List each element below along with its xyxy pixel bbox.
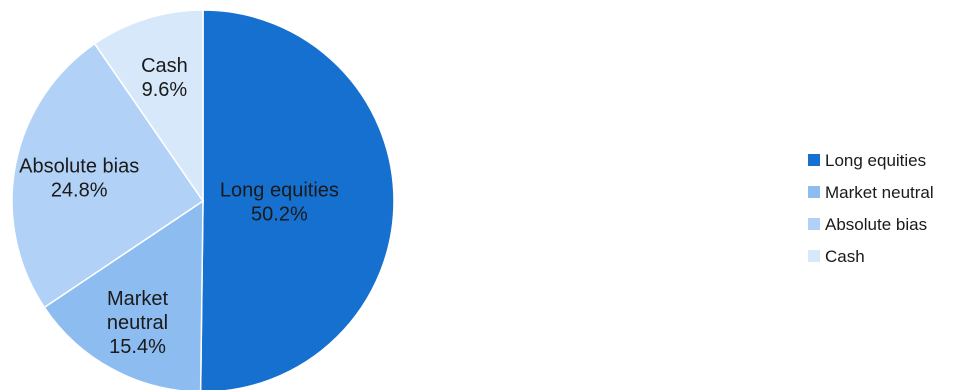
slice-label-long-equities: Long equities 50.2% [220, 179, 339, 225]
legend-label-market-neutral: Market neutral [825, 183, 934, 202]
slice-label-absolute-bias: Absolute bias 24.8% [19, 155, 139, 201]
legend-label-absolute-bias: Absolute bias [825, 215, 927, 234]
slice-label-cash: Cash 9.6% [141, 55, 188, 101]
slice-label-market-neutral: Market neutral 15.4% [107, 288, 169, 358]
legend-label-long-equities: Long equities [825, 151, 926, 170]
pie-slice-absolute-bias [11, 42, 205, 309]
slice-labels: Long equities 50.2% Market neutral 15.4% Abso… [19, 55, 339, 358]
legend-swatch-cash [808, 250, 820, 262]
legend-swatch-long-equities [808, 154, 820, 166]
pie-slice-long-equities [199, 9, 395, 390]
pie-slices [11, 9, 395, 390]
legend-label-cash: Cash [825, 247, 865, 266]
legend: Long equities Market neutral Absolute bias… [808, 151, 934, 266]
legend-swatch-absolute-bias [808, 218, 820, 230]
pie-slice-cash [93, 9, 204, 204]
pie-slice-market-neutral [43, 199, 204, 390]
legend-swatch-market-neutral [808, 186, 820, 198]
